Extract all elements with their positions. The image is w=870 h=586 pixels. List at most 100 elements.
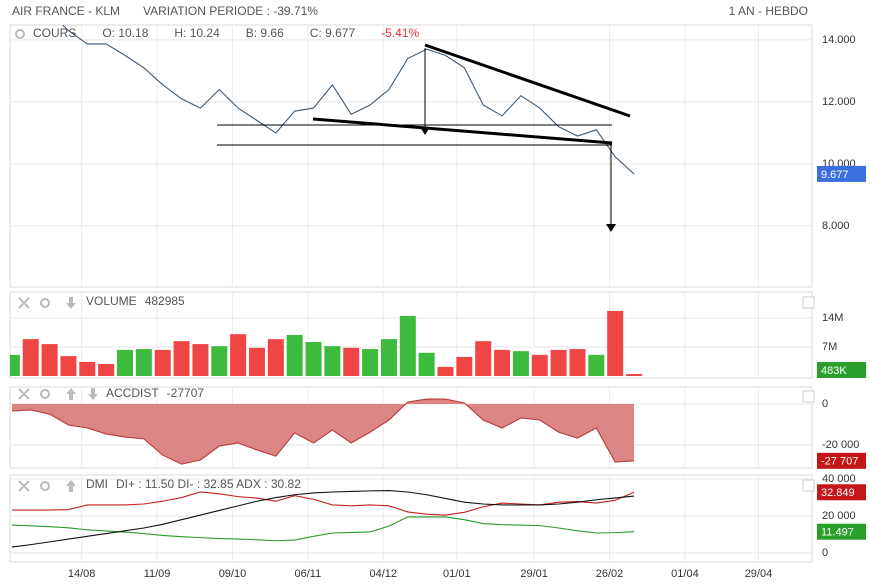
close-icon[interactable] bbox=[18, 388, 30, 400]
up-icon[interactable] bbox=[66, 480, 76, 492]
volume-bar bbox=[569, 349, 586, 376]
panel-frame bbox=[9, 474, 813, 563]
current-value-label: 32.849 bbox=[821, 487, 855, 499]
settings-icon[interactable] bbox=[40, 481, 50, 491]
panel-title: ACCDIST bbox=[106, 386, 159, 400]
panel-frame bbox=[9, 291, 813, 379]
panel bbox=[10, 25, 812, 287]
current-value-label: 11.497 bbox=[821, 527, 854, 539]
settings-icon[interactable] bbox=[15, 29, 25, 39]
checkbox[interactable] bbox=[802, 479, 815, 492]
panel-title: DMI bbox=[86, 477, 108, 491]
volume-bar bbox=[550, 349, 567, 376]
y-tick-label: 8.000 bbox=[822, 220, 850, 232]
settings-icon[interactable] bbox=[40, 389, 50, 399]
trend-line bbox=[312, 117, 613, 145]
volume-bar bbox=[362, 349, 379, 376]
volume-bar bbox=[456, 356, 473, 376]
down-icon[interactable] bbox=[88, 388, 98, 400]
panel-legend: DI+ : 11.50 DI- : 32.85 ADX : 30.82 bbox=[116, 477, 301, 491]
volume-bar bbox=[267, 339, 284, 376]
panel-frame bbox=[9, 386, 813, 469]
drawings bbox=[217, 43, 631, 232]
current-value-label: 9.677 bbox=[821, 169, 849, 181]
trend-line bbox=[424, 43, 631, 118]
current-value-tag bbox=[817, 165, 866, 182]
panel bbox=[10, 387, 812, 468]
series-line bbox=[11, 491, 635, 516]
area-line bbox=[11, 398, 635, 465]
volume-bar bbox=[475, 341, 492, 376]
volume-bar bbox=[343, 347, 360, 376]
close-icon[interactable] bbox=[18, 480, 30, 492]
y-tick-label: 14M bbox=[822, 312, 843, 324]
volume-bar bbox=[230, 334, 247, 376]
panel-value: 482985 bbox=[145, 294, 185, 308]
panel bbox=[10, 475, 812, 562]
x-tick-label: 04/12 bbox=[370, 568, 398, 580]
volume-bar bbox=[380, 339, 397, 376]
area-fill bbox=[11, 399, 635, 465]
y-tick-label: 20 000 bbox=[822, 510, 856, 522]
volume-bar bbox=[626, 373, 643, 376]
volume-bar bbox=[418, 352, 435, 376]
settings-icon[interactable] bbox=[40, 298, 50, 308]
volume-bar bbox=[324, 346, 341, 376]
series-line bbox=[11, 516, 635, 542]
current-value-label: 483K bbox=[821, 365, 847, 377]
period[interactable]: 1 AN - HEBDO bbox=[729, 4, 808, 18]
ohlc-info: C: 9.677 bbox=[310, 26, 356, 40]
volume-bar bbox=[79, 361, 96, 376]
panel bbox=[10, 292, 812, 376]
series-line bbox=[62, 25, 635, 175]
volume-bar bbox=[192, 344, 209, 376]
volume-bar bbox=[437, 366, 454, 376]
panel-value: -27707 bbox=[167, 386, 205, 400]
volume-bar bbox=[10, 354, 20, 376]
current-value-tag bbox=[817, 362, 866, 378]
y-tick-label: 0 bbox=[822, 398, 828, 410]
arrow-head bbox=[420, 127, 430, 135]
close-icon[interactable] bbox=[18, 297, 30, 309]
volume-bar bbox=[135, 349, 152, 376]
stock-title: AIR FRANCE - KLM bbox=[12, 4, 120, 18]
current-value-label: -27 707 bbox=[821, 456, 858, 468]
ohlc-info: B: 9.66 bbox=[246, 26, 284, 40]
volume-bar bbox=[41, 344, 58, 376]
panel-title: VOLUME bbox=[86, 294, 137, 308]
volume-bar bbox=[286, 334, 303, 376]
volume-bar bbox=[248, 347, 265, 376]
x-tick-label: 29/01 bbox=[520, 568, 548, 580]
arrow-head bbox=[606, 224, 616, 232]
volume-bar bbox=[531, 354, 548, 376]
current-value-tag bbox=[817, 484, 866, 501]
volume-bar bbox=[173, 341, 190, 376]
icons bbox=[15, 29, 815, 492]
series-line bbox=[11, 489, 635, 548]
checkbox[interactable] bbox=[802, 296, 815, 309]
volume-bar bbox=[588, 354, 605, 376]
x-tick-label: 01/01 bbox=[443, 568, 471, 580]
volume-bar bbox=[154, 349, 171, 376]
y-tick-label: 14.000 bbox=[822, 34, 856, 46]
y-tick-label: 12.000 bbox=[822, 96, 856, 108]
change: -5.41% bbox=[381, 26, 419, 40]
panel-frame bbox=[9, 24, 813, 288]
y-tick-label: 7M bbox=[822, 341, 837, 353]
variation: VARIATION PERIODE : -39.71% bbox=[143, 4, 318, 18]
checkbox[interactable] bbox=[802, 390, 815, 403]
up-icon[interactable] bbox=[66, 388, 76, 400]
x-tick-label: 26/02 bbox=[596, 568, 624, 580]
y-tick-label: 40 000 bbox=[822, 473, 856, 485]
y-tick-label: 0 bbox=[822, 547, 828, 559]
volume-bar bbox=[494, 349, 511, 376]
x-tick-label: 14/08 bbox=[68, 568, 96, 580]
x-tick-label: 06/11 bbox=[295, 568, 322, 580]
volume-bar bbox=[607, 310, 624, 376]
volume-bar bbox=[399, 315, 416, 376]
down-icon[interactable] bbox=[66, 297, 76, 309]
volume-bar bbox=[60, 356, 77, 376]
x-tick-label: 11/09 bbox=[144, 568, 171, 580]
panel-title: COURS bbox=[33, 26, 76, 40]
